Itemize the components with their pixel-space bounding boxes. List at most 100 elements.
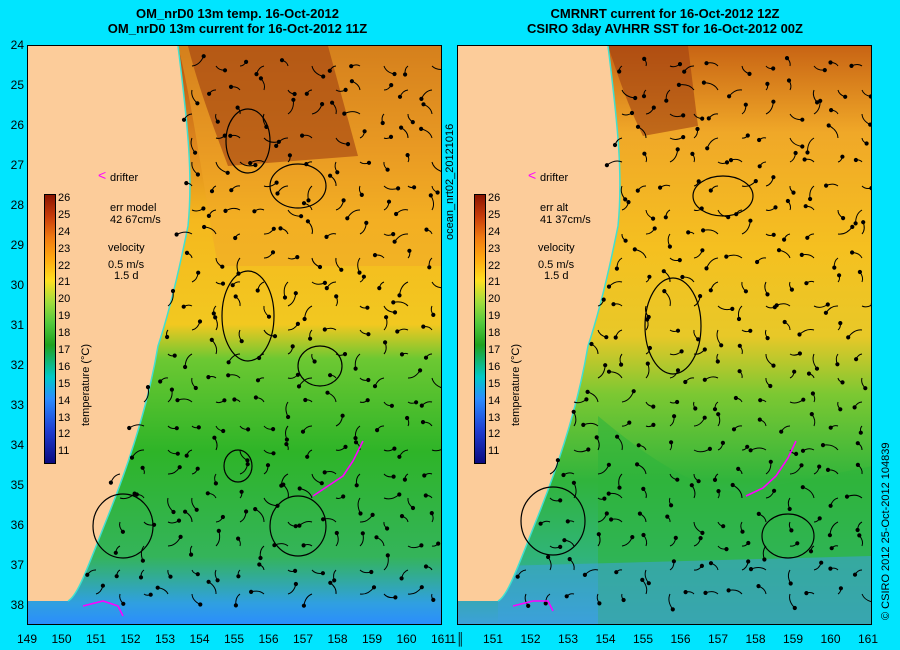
colorbar-tick: 12	[58, 428, 71, 441]
left-colorbar	[44, 194, 56, 464]
colorbar-tick: 20	[488, 293, 501, 306]
left-sst-field: <	[28, 46, 441, 624]
longitude-tick-right: 152	[520, 632, 541, 646]
latitude-tick: 33	[10, 398, 24, 412]
colorbar-tick: 21	[58, 276, 71, 289]
longitude-tick-right: 158	[745, 632, 766, 646]
latitude-tick: 37	[10, 558, 24, 572]
latitude-tick: 24	[10, 38, 24, 52]
colorbar-tick: 16	[58, 360, 71, 373]
longitude-tick-right: 151	[482, 632, 504, 646]
colorbar-tick: 22	[488, 259, 501, 272]
colorbar-tick: 24	[488, 225, 501, 238]
longitude-tick-right: 159	[782, 632, 804, 646]
svg-text:<: <	[528, 167, 536, 183]
right-drifter-tracks	[512, 440, 797, 612]
right-drifter-legend: drifter	[540, 172, 569, 184]
right-colorbar-label: temperature (°C)	[510, 343, 522, 426]
latitude-tick: 36	[10, 518, 24, 532]
colorbar-tick: 14	[488, 394, 501, 407]
longitude-tick-right: 153	[557, 632, 579, 646]
colorbar-tick: 16	[488, 360, 501, 373]
latitude-tick: 38	[10, 598, 24, 612]
right-title-line1: CMRNRT current for 16-Oct-2012 12Z	[550, 6, 780, 21]
latitude-tick: 34	[10, 438, 24, 452]
longitude-tick-left: 157	[292, 632, 314, 646]
latitude-tick: 26	[10, 118, 24, 132]
longitude-tick-left: 158	[327, 632, 348, 646]
copyright-stamp: © CSIRO 2012 25-Oct-2012 104839	[880, 442, 892, 621]
latitude-tick: 35	[10, 478, 24, 492]
longitude-tick-right: 155	[632, 632, 654, 646]
colorbar-tick: 19	[58, 310, 71, 323]
longitude-tick-right: 154	[595, 632, 616, 646]
left-colorbar-label: temperature (°C)	[80, 343, 92, 426]
colorbar-tick: 18	[488, 327, 501, 340]
left-drifter-legend: drifter	[110, 172, 139, 184]
colorbar-tick: 13	[488, 411, 501, 424]
colorbar-tick: 21	[488, 276, 501, 289]
colorbar-tick: 26	[488, 192, 501, 204]
left-panel-title: OM_nrD0 13m temp. 16-Oct-2012 OM_nrD0 13…	[25, 6, 450, 36]
colorbar-tick: 24	[58, 225, 71, 238]
right-err-value: 41 37cm/s	[540, 214, 591, 226]
colorbar-tick: 19	[488, 310, 501, 323]
right-colorbar-ticks: 26 25 24 23 22 21 20 19 18 17 16 15 14 13 12 11	[488, 190, 500, 460]
longitude-tick-left: 155	[223, 632, 245, 646]
longitude-tick-left: 154	[189, 632, 210, 646]
latitude-tick: 30	[10, 278, 24, 292]
right-title-line2: CSIRO 3day AVHRR SST for 16-Oct-2012 00Z	[527, 21, 803, 36]
colorbar-tick: 23	[58, 242, 71, 255]
longitude-tick-left: 152	[120, 632, 141, 646]
colorbar-tick: 15	[488, 377, 501, 390]
right-colorbar	[474, 194, 486, 464]
longitude-tick-right: 160	[820, 632, 841, 646]
left-title-line1: OM_nrD0 13m temp. 16-Oct-2012	[135, 6, 340, 21]
left-title-line2: OM_nrD0 13m current for 16-Oct-2012 11Z	[107, 21, 368, 36]
left-drifter-tracks	[82, 440, 364, 617]
longitude-tick-right: 161	[857, 632, 879, 646]
longitude-tick-left: 159	[361, 632, 383, 646]
longitude-tick-right-first: 1║	[449, 632, 465, 646]
left-map-panel: < drifter err model 42 67cm/s velocity 0…	[27, 45, 442, 625]
colorbar-tick: 26	[58, 192, 71, 204]
left-colorbar-ticks: 26 25 24 23 22 21 20 19 18 17 16 15 14 13 12 11	[58, 190, 70, 460]
left-land	[28, 46, 190, 601]
colorbar-tick: 11	[58, 445, 70, 458]
left-velocity-scale: 0.5 m/s	[108, 259, 145, 271]
left-err-label: err model	[110, 202, 157, 214]
colorbar-tick: 14	[58, 394, 71, 407]
right-map-panel: < drifter err alt 41 37cm/s velocity 0.5…	[457, 45, 872, 625]
left-velocity-time: 1.5 d	[114, 270, 139, 282]
colorbar-tick: 23	[488, 242, 501, 255]
latitude-tick: 27	[10, 158, 24, 172]
colorbar-tick: 20	[58, 293, 71, 306]
longitude-tick-left: 161	[430, 632, 452, 646]
latitude-tick: 28	[10, 198, 24, 212]
colorbar-tick: 12	[488, 428, 501, 441]
longitude-tick-left: 156	[258, 632, 279, 646]
right-velocity-time: 1.5 d	[544, 270, 569, 282]
left-err-value: 42 67cm/s	[110, 214, 161, 226]
right-velocity-scale: 0.5 m/s	[538, 259, 575, 271]
longitude-tick-right: 157	[707, 632, 729, 646]
colorbar-tick: 18	[58, 327, 71, 340]
latitude-tick: 32	[10, 358, 24, 372]
longitude-tick-left: 150	[51, 632, 72, 646]
latitude-tick: 29	[10, 238, 24, 252]
right-land	[458, 46, 620, 601]
right-velocity-label: velocity	[538, 242, 575, 254]
run-identifier: ocean_nrt02_20121016	[444, 123, 456, 240]
longitude-tick-left: 149	[16, 632, 38, 646]
latitude-tick: 31	[10, 318, 24, 332]
right-sst-field: <	[458, 46, 871, 624]
colorbar-tick: 15	[58, 377, 71, 390]
colorbar-tick: 13	[58, 411, 71, 424]
longitude-tick-left: 151	[85, 632, 107, 646]
colorbar-tick: 11	[488, 445, 500, 458]
longitude-tick-left: 160	[396, 632, 417, 646]
longitude-tick-right: 156	[670, 632, 691, 646]
colorbar-tick: 22	[58, 259, 71, 272]
colorbar-tick: 25	[488, 208, 501, 221]
colorbar-tick: 25	[58, 208, 71, 221]
